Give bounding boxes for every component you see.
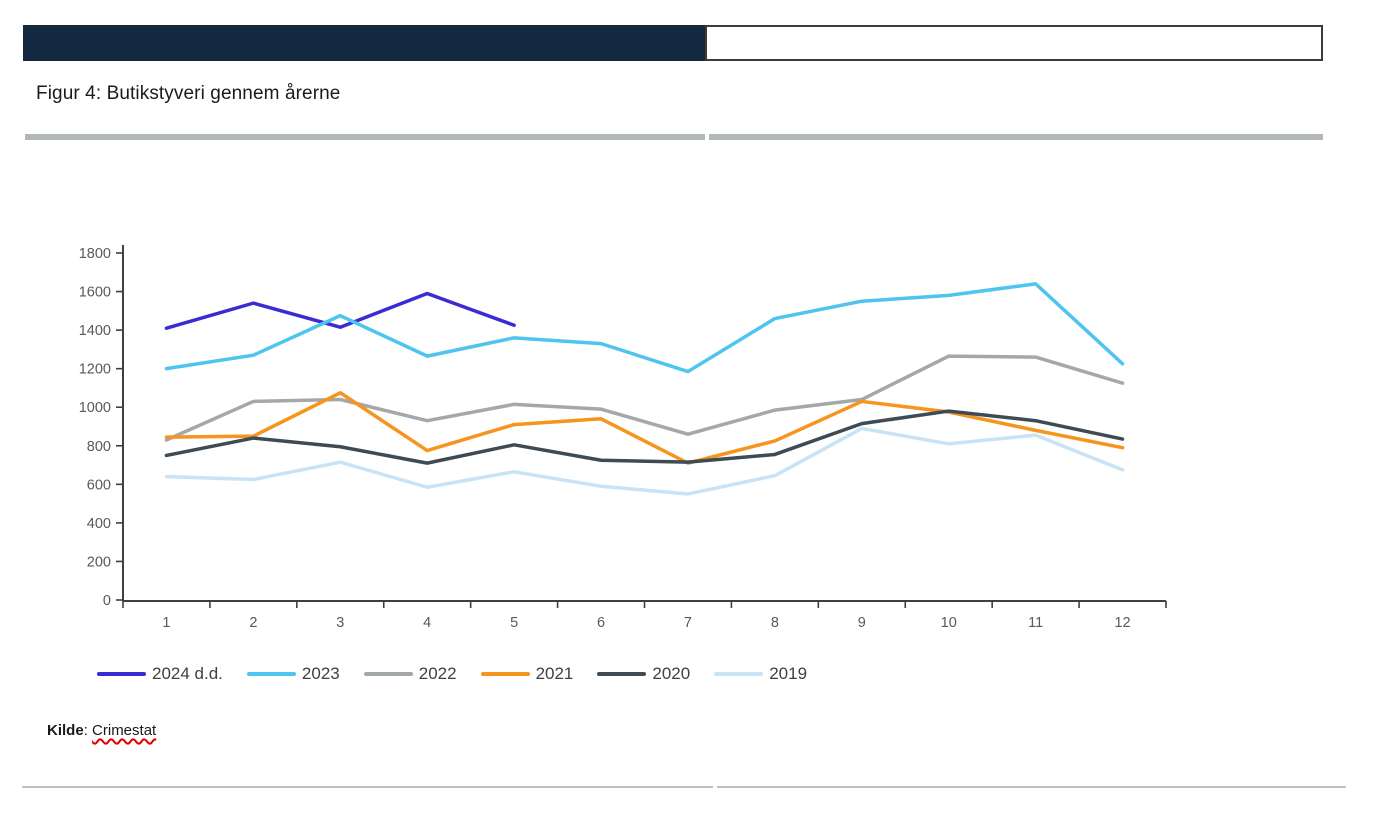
series-line-2023 bbox=[164, 282, 1125, 374]
legend-label: 2022 bbox=[418, 664, 457, 683]
x-axis-tick-label: 4 bbox=[423, 615, 431, 631]
series-line-2022 bbox=[164, 354, 1125, 442]
y-axis-tick-label: 0 bbox=[103, 593, 111, 609]
legend-swatch bbox=[480, 672, 530, 676]
legend-item-2024-d-d-: 2024 d.d. bbox=[97, 664, 223, 684]
legend-swatch bbox=[246, 672, 296, 676]
x-axis-tick-label: 11 bbox=[1028, 615, 1043, 631]
y-axis-tick-label: 1800 bbox=[79, 246, 111, 262]
x-axis-tick-label: 2 bbox=[249, 615, 257, 631]
page-bottom-divider-right bbox=[717, 786, 1346, 788]
y-axis-tick-label: 1000 bbox=[79, 400, 111, 416]
y-axis-tick-label: 200 bbox=[87, 554, 111, 570]
y-axis-tick-label: 1400 bbox=[79, 323, 111, 339]
legend-label: 2023 bbox=[301, 664, 340, 683]
y-axis-tick-label: 1200 bbox=[79, 362, 111, 378]
x-axis-tick-label: 8 bbox=[771, 615, 779, 631]
y-axis-tick-label: 1600 bbox=[79, 285, 111, 301]
source-line: Kilde: Crimestat bbox=[47, 722, 156, 739]
legend-swatch bbox=[714, 672, 764, 676]
y-axis-tick-label: 800 bbox=[87, 439, 111, 455]
source-label: Kilde bbox=[47, 722, 84, 739]
legend-swatch bbox=[597, 672, 647, 676]
legend-item-2021: 2021 bbox=[480, 664, 574, 684]
header-cell-light bbox=[705, 25, 1323, 61]
source-value: Crimestat bbox=[92, 722, 157, 739]
figure-title: Figur 4: Butikstyveri gennem årerne bbox=[36, 83, 341, 104]
line-chart: 0 200 400 600 800 1000 1200 1400 1600 1800 1 2 3 4 5 6 7… bbox=[40, 235, 1185, 645]
legend-swatch bbox=[363, 672, 413, 676]
legend-item-2019: 2019 bbox=[714, 664, 807, 684]
title-divider-right bbox=[709, 134, 1323, 140]
x-axis-tick-label: 9 bbox=[858, 615, 866, 631]
chart-legend: 2024 d.d. 2023 2022 2021 2020 2019 bbox=[97, 663, 831, 685]
series-line-2020 bbox=[164, 409, 1125, 465]
y-axis-tick-label: 400 bbox=[87, 516, 111, 532]
x-axis-tick-label: 3 bbox=[336, 615, 344, 631]
legend-label: 2019 bbox=[769, 664, 808, 683]
title-divider-left bbox=[25, 134, 705, 140]
source-separator: : bbox=[83, 722, 93, 739]
legend-item-2022: 2022 bbox=[363, 664, 457, 684]
x-axis-tick-label: 12 bbox=[1114, 615, 1130, 631]
header-cell-dark bbox=[23, 25, 705, 61]
x-axis-tick-label: 5 bbox=[510, 615, 518, 631]
y-axis-tick-label: 600 bbox=[87, 477, 111, 493]
legend-item-2020: 2020 bbox=[597, 664, 690, 684]
page-bottom-divider-left bbox=[22, 786, 713, 788]
legend-label: 2021 bbox=[535, 664, 574, 683]
x-axis-tick-label: 7 bbox=[684, 615, 692, 631]
legend-item-2023: 2023 bbox=[246, 664, 340, 684]
series-line-2024-d-d- bbox=[164, 291, 516, 330]
series-line-2021 bbox=[164, 391, 1125, 465]
series-line-2019 bbox=[164, 426, 1125, 496]
legend-swatch bbox=[97, 672, 146, 676]
x-axis-tick-label: 10 bbox=[941, 615, 957, 631]
x-axis-tick-label: 6 bbox=[597, 615, 605, 631]
legend-label: 2020 bbox=[652, 664, 691, 683]
x-axis-tick-label: 1 bbox=[162, 615, 170, 631]
legend-label: 2024 d.d. bbox=[152, 664, 223, 683]
